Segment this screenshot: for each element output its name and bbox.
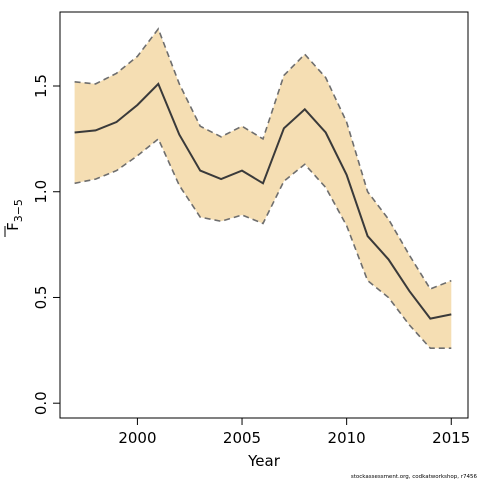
x-tick-label-2000: 2000 bbox=[118, 429, 156, 447]
x-tick-label-2005: 2005 bbox=[223, 429, 261, 447]
upper-bound-line bbox=[74, 27, 452, 290]
x-axis: 2000 2005 2010 2015 bbox=[118, 417, 470, 447]
y-tick-label-3: 1.5 bbox=[32, 74, 50, 98]
x-tick-label-2010: 2010 bbox=[328, 429, 366, 447]
y-axis-title-group: F3−5 bbox=[4, 199, 25, 237]
svg-text:F3−5: F3−5 bbox=[4, 199, 25, 231]
y-tick-label-1: 0.5 bbox=[32, 286, 50, 310]
y-axis-title: F bbox=[4, 222, 22, 231]
credit-text: stockassessment.org, codkatworkshop, r74… bbox=[351, 474, 478, 480]
lower-bound-line bbox=[74, 137, 452, 350]
y-tick-label-2: 1.0 bbox=[32, 180, 50, 204]
x-axis-title: Year bbox=[247, 452, 281, 470]
confidence-band bbox=[74, 28, 452, 349]
estimate-line bbox=[74, 82, 452, 320]
x-tick-label-2015: 2015 bbox=[432, 429, 470, 447]
y-axis: 0.0 0.5 1.0 1.5 bbox=[32, 74, 61, 415]
series-layer bbox=[74, 27, 452, 350]
y-axis-title-subscript: 3−5 bbox=[12, 199, 25, 222]
y-tick-label-0: 0.0 bbox=[32, 391, 50, 415]
confidence-band-layer bbox=[74, 28, 452, 349]
